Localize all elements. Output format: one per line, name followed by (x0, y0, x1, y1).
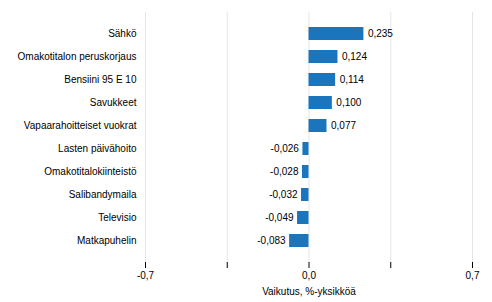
svg-text:-0,083: -0,083 (257, 235, 286, 246)
svg-text:Lasten päivähoito: Lasten päivähoito (58, 143, 137, 154)
svg-text:Vapaarahoitteiset vuokrat: Vapaarahoitteiset vuokrat (24, 120, 137, 131)
svg-text:Televisio: Televisio (98, 212, 137, 223)
svg-text:Matkapuhelin: Matkapuhelin (77, 235, 136, 246)
svg-text:0,0: 0,0 (302, 270, 316, 281)
svg-text:0,077: 0,077 (331, 120, 356, 131)
svg-text:-0,028: -0,028 (270, 166, 299, 177)
svg-text:Omakotitalokiinteistö: Omakotitalokiinteistö (44, 166, 137, 177)
svg-text:Bensiini 95 E 10: Bensiini 95 E 10 (64, 74, 137, 85)
svg-text:-0,026: -0,026 (271, 143, 300, 154)
svg-text:-0,7: -0,7 (137, 270, 155, 281)
svg-text:Savukkeet: Savukkeet (90, 97, 137, 108)
svg-text:Salibandymaila: Salibandymaila (69, 189, 137, 200)
svg-text:Sähkö: Sähkö (108, 28, 137, 39)
svg-text:0,7: 0,7 (466, 270, 480, 281)
svg-text:0,114: 0,114 (340, 74, 365, 85)
svg-text:Vaikutus, %-yksikköä: Vaikutus, %-yksikköä (262, 286, 356, 297)
svg-text:0,235: 0,235 (368, 28, 393, 39)
svg-text:0,124: 0,124 (342, 51, 367, 62)
svg-text:-0,049: -0,049 (265, 212, 294, 223)
svg-text:-0,032: -0,032 (269, 189, 298, 200)
svg-text:Omakotitalon peruskorjaus: Omakotitalon peruskorjaus (18, 51, 137, 62)
svg-text:0,100: 0,100 (336, 97, 361, 108)
